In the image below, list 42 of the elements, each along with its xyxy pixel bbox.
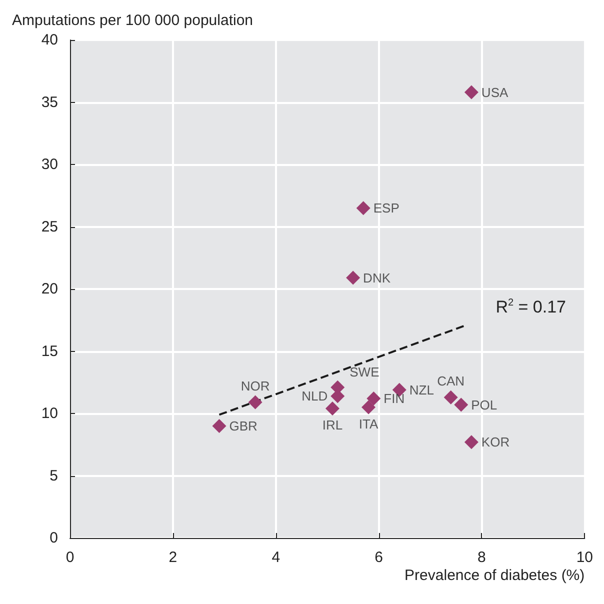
annotation: NLD: [302, 388, 328, 404]
point: [362, 400, 376, 414]
x-axis-title: Prevalence of diabetes (%): [404, 567, 585, 584]
x-tick-label: 10: [576, 549, 593, 566]
annotation: FIN: [384, 391, 405, 406]
annotation: CAN: [437, 373, 465, 388]
annotation: GBR: [229, 418, 258, 434]
y-tick-label: 0: [50, 530, 58, 546]
x-tick-label: 6: [374, 549, 383, 566]
y-tick-label: 40: [41, 32, 58, 48]
annotation: IRL: [322, 418, 343, 433]
point: [248, 395, 262, 410]
point: [454, 398, 468, 412]
x-tick-label: 0: [66, 549, 74, 566]
y-tick-label: 10: [41, 405, 58, 422]
y-tick-label: 25: [41, 218, 58, 236]
point: [356, 201, 370, 216]
annotation: POL: [471, 397, 498, 412]
annotation: ESP: [373, 200, 400, 216]
annotation: SWE: [350, 364, 380, 380]
x-tick-label: 8: [478, 549, 486, 566]
point: [366, 392, 381, 406]
y-axis-title: Amputations per 100 000 population: [12, 12, 254, 29]
point: [464, 435, 478, 450]
point: [444, 390, 458, 404]
annotation: NOR: [240, 378, 270, 394]
annotation: ITA: [358, 416, 378, 432]
x-tick-label: 2: [168, 549, 178, 566]
y-tick-label: 35: [41, 94, 58, 111]
point: [212, 418, 226, 433]
y-tick-label: 5: [50, 467, 58, 484]
point: [325, 402, 340, 416]
annotation: NZL: [409, 382, 434, 398]
annotation: USA: [481, 84, 508, 100]
y-tick-label: 20: [41, 280, 58, 298]
annotation: KOR: [481, 434, 510, 450]
point: [346, 270, 360, 285]
y-tick-label: 15: [41, 342, 58, 360]
y-tick-label: 30: [41, 156, 58, 173]
annotation: DNK: [363, 270, 391, 286]
point: [464, 85, 478, 100]
x-tick-label: 4: [272, 549, 280, 566]
